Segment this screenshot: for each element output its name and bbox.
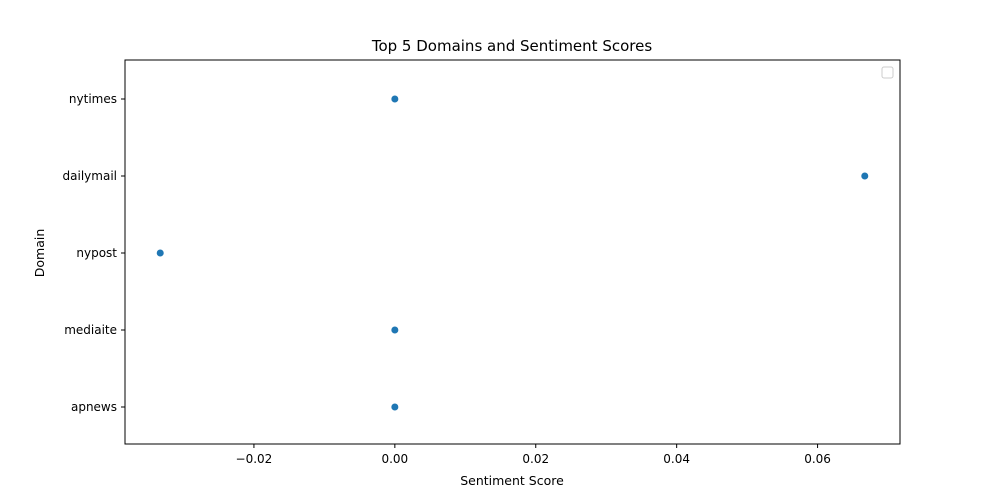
- x-axis: −0.02 0.00 0.02 0.04 0.06: [236, 444, 831, 466]
- x-axis-label: Sentiment Score: [460, 473, 564, 488]
- plot-area: [124, 59, 901, 445]
- legend-box: [881, 66, 894, 79]
- chart-title: Top 5 Domains and Sentiment Scores: [371, 37, 652, 55]
- y-tick-label-mediaite: mediaite: [64, 323, 117, 337]
- y-tick-label-nypost: nypost: [76, 246, 117, 260]
- y-tick-label-dailymail: dailymail: [63, 169, 117, 183]
- data-point-nypost: [156, 249, 164, 257]
- x-tick-label: −0.02: [236, 452, 273, 466]
- x-tick-label: 0.06: [804, 452, 831, 466]
- data-point-dailymail: [861, 172, 869, 180]
- x-tick-label: 0.02: [522, 452, 549, 466]
- y-axis: nytimes dailymail nypost mediaite apnews: [63, 92, 125, 414]
- y-axis-label: Domain: [32, 229, 47, 278]
- data-point-mediaite: [391, 326, 399, 334]
- x-tick-label: 0.00: [381, 452, 408, 466]
- data-point-apnews: [391, 403, 399, 411]
- data-points: [156, 95, 869, 411]
- y-tick-label-apnews: apnews: [71, 400, 117, 414]
- y-tick-label-nytimes: nytimes: [69, 92, 117, 106]
- x-tick-label: 0.04: [663, 452, 690, 466]
- data-point-nytimes: [391, 95, 399, 103]
